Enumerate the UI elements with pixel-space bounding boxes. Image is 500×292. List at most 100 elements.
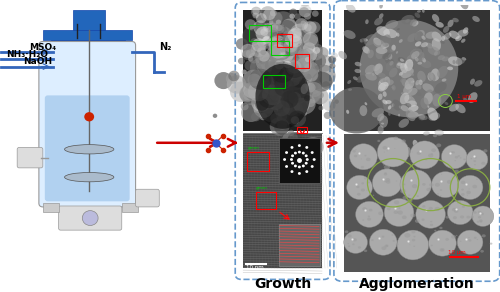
Circle shape [294, 64, 304, 74]
Ellipse shape [438, 55, 445, 60]
Ellipse shape [441, 174, 442, 175]
Ellipse shape [422, 218, 424, 221]
Ellipse shape [365, 19, 368, 24]
Circle shape [280, 102, 295, 116]
Circle shape [292, 51, 310, 67]
Circle shape [302, 152, 305, 154]
Ellipse shape [399, 39, 402, 43]
Ellipse shape [400, 147, 410, 159]
Ellipse shape [468, 92, 477, 103]
Ellipse shape [384, 29, 398, 38]
Circle shape [274, 84, 282, 92]
Ellipse shape [426, 32, 436, 39]
Circle shape [298, 49, 308, 59]
Circle shape [277, 61, 287, 70]
Ellipse shape [485, 164, 486, 165]
Ellipse shape [372, 72, 374, 76]
Ellipse shape [434, 183, 440, 187]
Circle shape [214, 72, 232, 89]
Circle shape [248, 25, 255, 31]
Circle shape [270, 76, 278, 83]
Ellipse shape [373, 64, 380, 71]
FancyBboxPatch shape [39, 41, 136, 207]
Ellipse shape [432, 14, 440, 22]
Circle shape [268, 55, 286, 72]
Ellipse shape [378, 94, 382, 100]
Circle shape [270, 47, 282, 58]
Ellipse shape [428, 107, 438, 121]
Ellipse shape [441, 91, 446, 94]
Circle shape [290, 36, 302, 47]
Circle shape [276, 104, 297, 124]
Ellipse shape [476, 239, 478, 240]
Circle shape [272, 54, 279, 62]
Circle shape [262, 36, 270, 44]
Circle shape [282, 64, 294, 76]
Circle shape [278, 59, 288, 69]
Circle shape [264, 75, 274, 85]
Circle shape [472, 206, 494, 226]
Ellipse shape [376, 47, 388, 54]
Circle shape [276, 25, 282, 31]
Ellipse shape [428, 46, 440, 55]
Ellipse shape [468, 189, 470, 190]
Ellipse shape [366, 190, 368, 191]
Ellipse shape [414, 236, 416, 237]
Circle shape [304, 162, 308, 165]
Circle shape [299, 80, 306, 86]
Circle shape [285, 63, 308, 85]
Ellipse shape [380, 4, 383, 8]
Ellipse shape [480, 221, 482, 223]
Circle shape [302, 21, 316, 34]
Ellipse shape [377, 113, 384, 121]
Circle shape [306, 90, 320, 103]
Circle shape [277, 36, 296, 55]
Circle shape [312, 72, 332, 91]
Circle shape [242, 50, 252, 60]
Circle shape [285, 60, 304, 78]
Circle shape [264, 80, 270, 86]
Circle shape [240, 86, 256, 102]
Circle shape [294, 152, 297, 154]
Ellipse shape [354, 155, 358, 157]
Ellipse shape [416, 151, 421, 155]
Circle shape [285, 48, 305, 67]
Circle shape [299, 5, 312, 17]
Ellipse shape [386, 61, 394, 71]
Circle shape [259, 82, 277, 99]
Bar [263, 75, 284, 88]
Circle shape [370, 229, 397, 255]
Circle shape [276, 107, 295, 125]
Circle shape [242, 26, 264, 46]
Circle shape [400, 170, 432, 199]
Circle shape [260, 6, 276, 21]
Circle shape [410, 141, 440, 169]
Ellipse shape [467, 195, 468, 196]
Ellipse shape [412, 21, 418, 27]
Ellipse shape [437, 193, 439, 195]
Circle shape [302, 112, 307, 116]
Ellipse shape [422, 183, 426, 186]
Circle shape [276, 45, 294, 63]
Ellipse shape [396, 33, 400, 37]
Ellipse shape [300, 84, 308, 94]
Ellipse shape [376, 34, 380, 41]
Ellipse shape [456, 58, 465, 65]
Ellipse shape [374, 38, 382, 46]
Circle shape [261, 100, 275, 114]
Circle shape [291, 35, 302, 45]
Circle shape [289, 91, 303, 104]
Circle shape [241, 103, 261, 122]
Circle shape [278, 112, 287, 121]
Ellipse shape [437, 66, 448, 78]
Circle shape [294, 27, 310, 42]
Circle shape [286, 69, 302, 85]
Ellipse shape [441, 249, 444, 251]
Circle shape [278, 31, 290, 43]
Circle shape [270, 117, 289, 136]
Circle shape [397, 230, 428, 260]
Ellipse shape [356, 75, 366, 83]
Circle shape [334, 99, 339, 104]
Circle shape [267, 89, 272, 95]
Circle shape [84, 112, 94, 121]
